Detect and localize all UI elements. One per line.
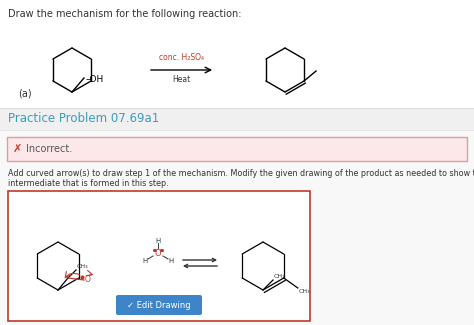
Text: CH₃: CH₃ bbox=[77, 264, 89, 269]
Text: Heat: Heat bbox=[173, 75, 191, 84]
Text: H: H bbox=[168, 258, 173, 264]
Text: (a): (a) bbox=[18, 88, 32, 98]
FancyBboxPatch shape bbox=[0, 130, 474, 325]
Text: Incorrect.: Incorrect. bbox=[26, 144, 72, 154]
Text: O: O bbox=[85, 276, 91, 284]
Text: Draw the mechanism for the following reaction:: Draw the mechanism for the following rea… bbox=[8, 9, 241, 19]
Text: ✗: ✗ bbox=[12, 144, 22, 154]
FancyBboxPatch shape bbox=[0, 0, 474, 108]
FancyBboxPatch shape bbox=[0, 108, 474, 130]
Text: intermediate that is formed in this step.: intermediate that is formed in this step… bbox=[8, 179, 169, 188]
FancyBboxPatch shape bbox=[7, 137, 467, 161]
Text: CH₃: CH₃ bbox=[274, 274, 286, 279]
Text: conc. H₂SO₄: conc. H₂SO₄ bbox=[159, 53, 204, 62]
Text: –OH: –OH bbox=[86, 74, 104, 84]
Text: H: H bbox=[142, 258, 147, 264]
Text: Practice Problem 07.69a1: Practice Problem 07.69a1 bbox=[8, 112, 159, 125]
Text: O: O bbox=[155, 249, 161, 257]
Text: CH₃: CH₃ bbox=[299, 289, 310, 294]
FancyBboxPatch shape bbox=[8, 191, 310, 321]
Text: Add curved arrow(s) to draw step 1 of the mechanism. Modify the given drawing of: Add curved arrow(s) to draw step 1 of th… bbox=[8, 169, 474, 178]
Text: ✓ Edit Drawing: ✓ Edit Drawing bbox=[127, 301, 191, 309]
Text: H: H bbox=[155, 238, 161, 244]
FancyBboxPatch shape bbox=[116, 295, 202, 315]
